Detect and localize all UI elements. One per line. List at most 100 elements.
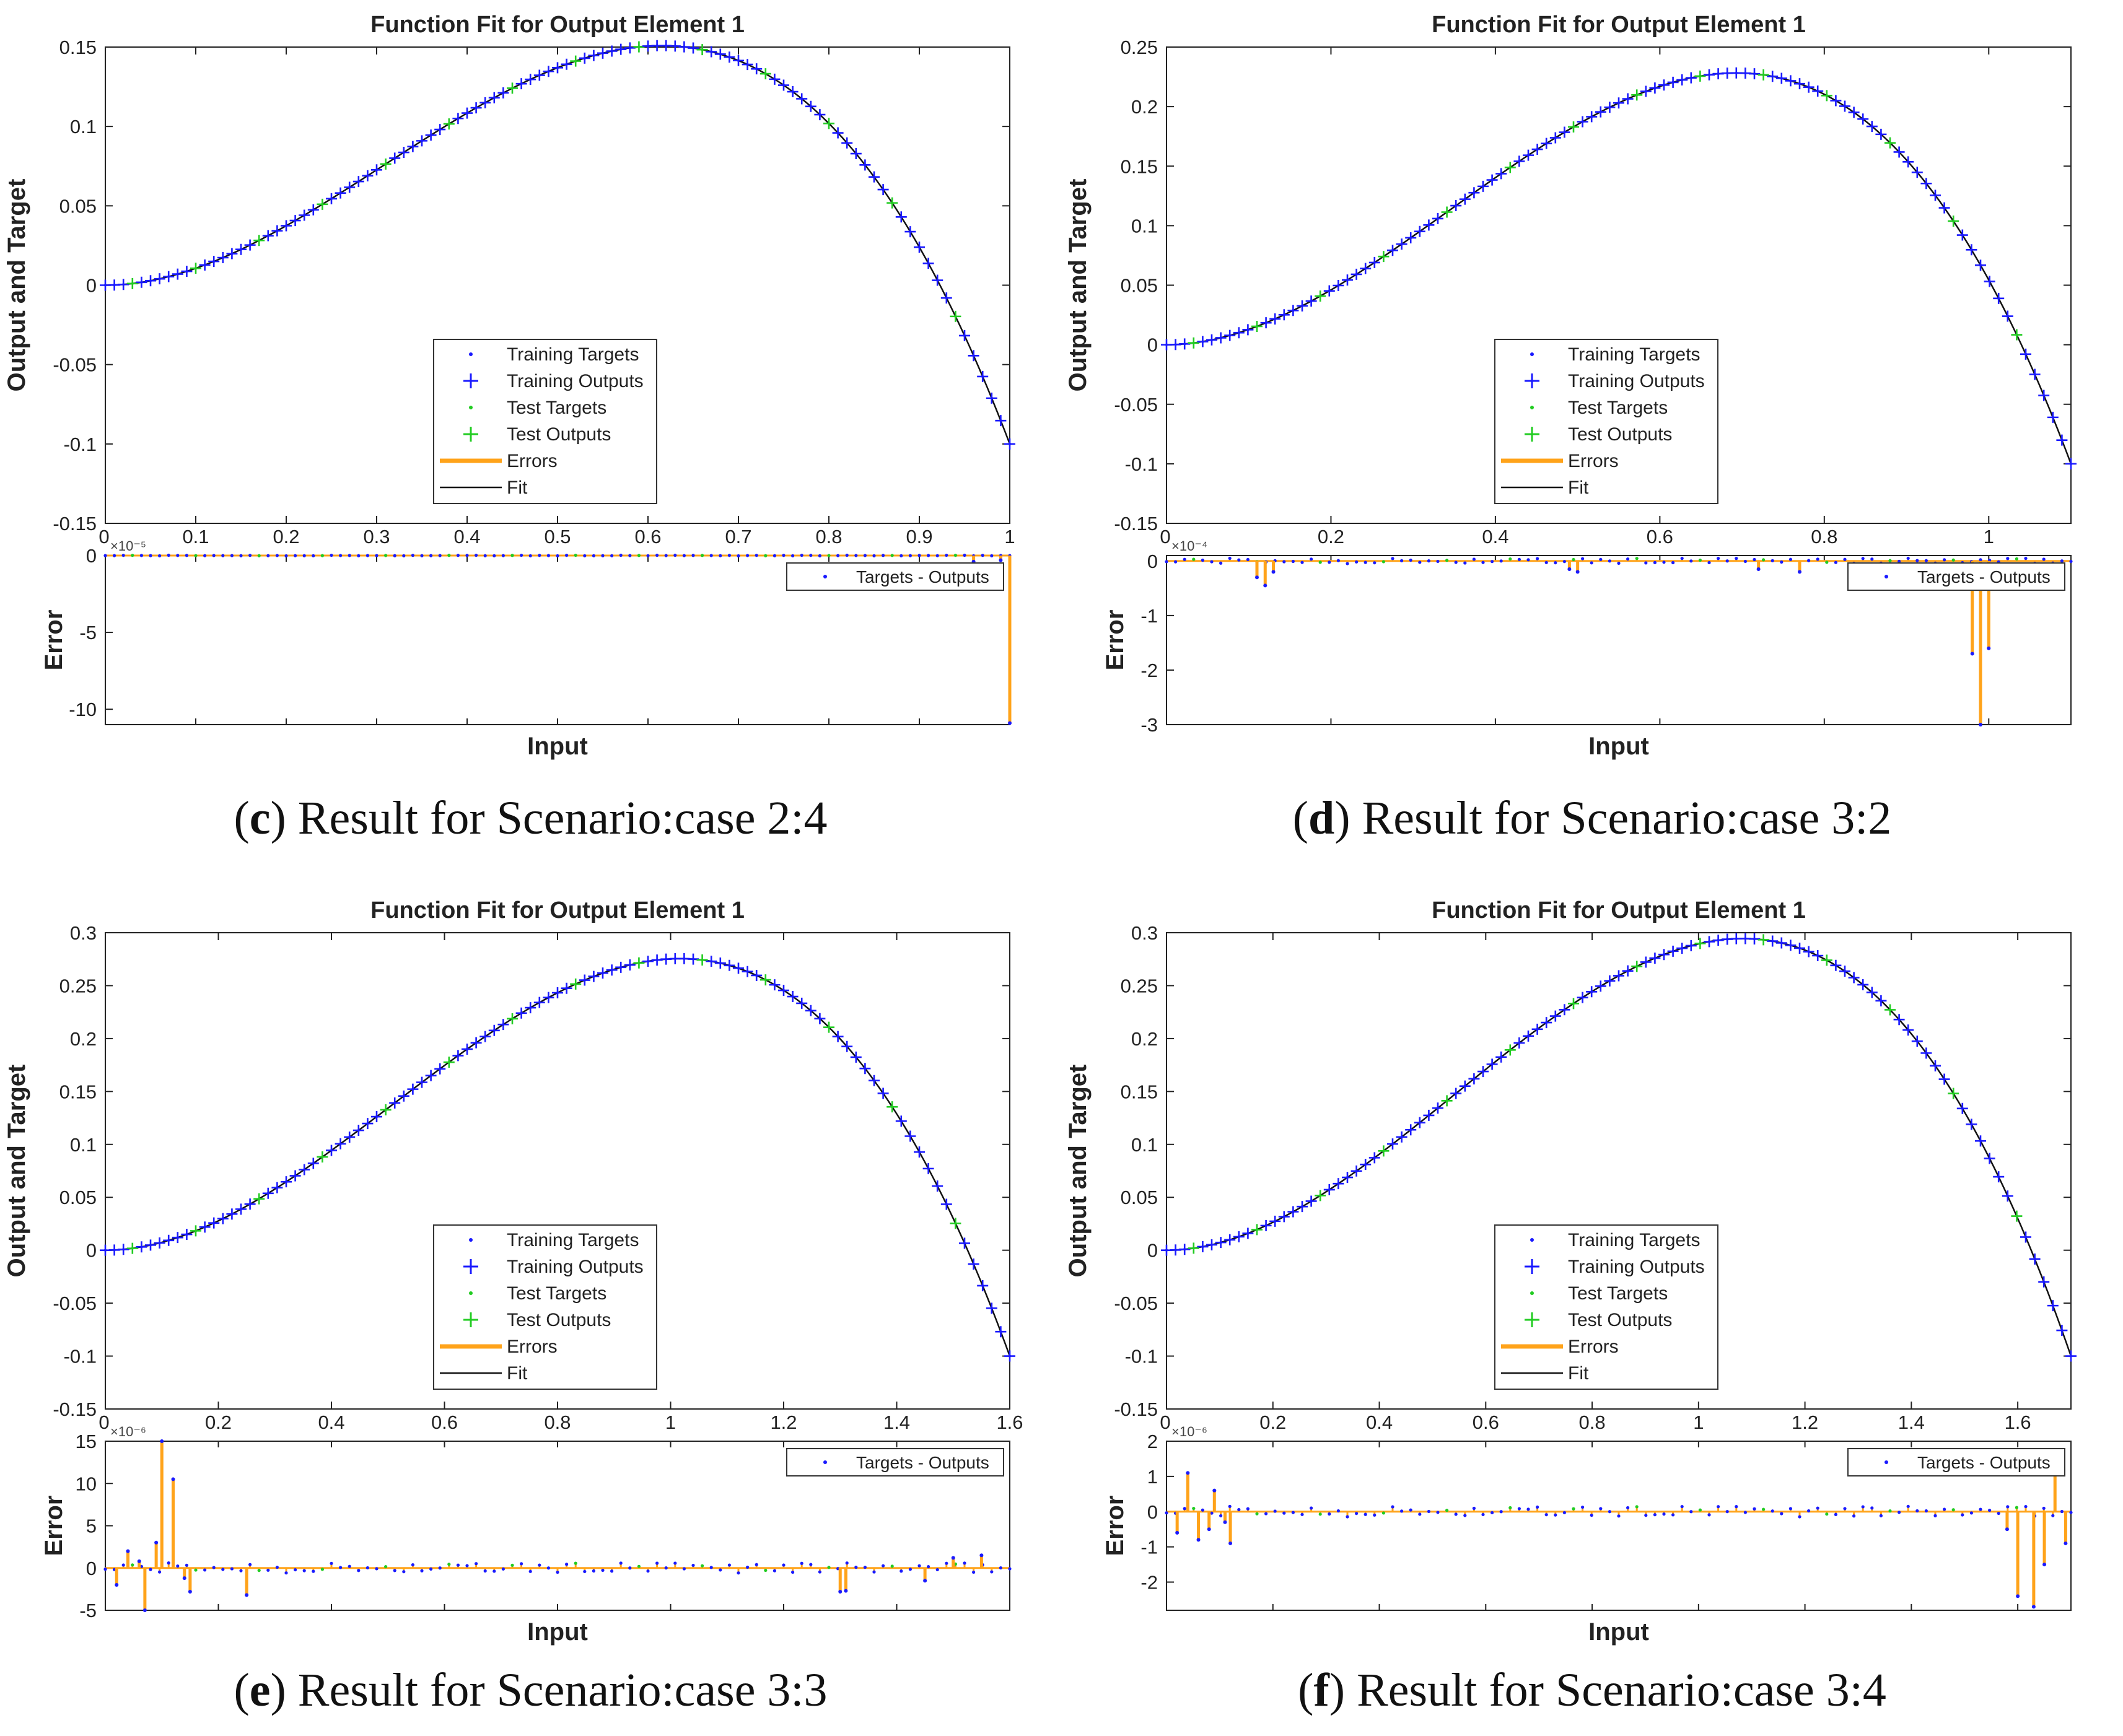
x-tick-label: 1.4 (883, 1411, 910, 1433)
error-legend-box (1847, 1448, 2065, 1476)
error-marker (1635, 557, 1639, 560)
error-marker (782, 1563, 786, 1567)
error-spike-marker (1979, 723, 1982, 726)
legend-symbol (469, 352, 473, 356)
error-marker (1418, 560, 1422, 564)
training-target-marker (103, 284, 107, 287)
training-target-marker (2006, 1194, 2009, 1198)
error-marker (953, 554, 957, 557)
error-marker (1246, 557, 1250, 562)
y-tick-label: 0.05 (1121, 1187, 1158, 1208)
error-legend-label: Targets - Outputs (856, 567, 989, 587)
training-target-marker (945, 296, 948, 300)
training-target-marker (465, 111, 469, 115)
training-target-marker (1653, 956, 1657, 960)
error-marker (1924, 1509, 1928, 1513)
error-marker (1888, 1509, 1892, 1513)
error-marker (2069, 559, 2073, 564)
training-target-marker (1418, 230, 1421, 233)
training-target-marker (1282, 313, 1285, 316)
training-target-marker (113, 283, 116, 287)
error-spike-marker (171, 1477, 175, 1481)
error-spike-marker (142, 1608, 147, 1612)
training-target-marker (420, 139, 424, 142)
training-target-marker (1427, 1114, 1430, 1117)
error-marker (411, 554, 415, 557)
error-marker (1933, 1514, 1937, 1517)
error-marker (1554, 561, 1557, 565)
error-marker (1689, 1510, 1693, 1514)
error-marker (2006, 557, 2010, 560)
y-tick-label: -0.1 (1125, 453, 1158, 475)
training-target-marker (339, 191, 342, 194)
error-marker (1381, 560, 1385, 564)
training-target-marker (2033, 1257, 2036, 1261)
caption-e: (e) Result for Scenario:case 3:3 (234, 1664, 828, 1716)
training-target-marker (927, 261, 930, 265)
error-marker (1536, 557, 1539, 560)
error-spike-marker (923, 1579, 927, 1583)
training-target-marker (1310, 1200, 1313, 1203)
test-target-marker (1762, 73, 1765, 77)
error-marker (1346, 562, 1349, 565)
error-marker (1219, 561, 1223, 565)
error-marker (1508, 1506, 1512, 1510)
x-tick-label: 0 (98, 526, 109, 547)
training-target-marker (1961, 233, 1964, 237)
training-target-marker (1590, 115, 1593, 118)
training-target-marker (1518, 160, 1521, 163)
training-target-marker (1328, 1188, 1331, 1192)
y-tick-label: -0.05 (53, 1293, 97, 1314)
error-marker (637, 1564, 641, 1568)
error-marker (981, 554, 984, 557)
test-target-marker (574, 982, 577, 986)
training-target-marker (1852, 111, 1855, 114)
test-target-marker (827, 1026, 831, 1029)
training-target-marker (1843, 105, 1847, 108)
error-marker (1834, 1512, 1837, 1516)
error-marker (646, 1569, 650, 1573)
training-target-marker (239, 1208, 243, 1211)
error-marker (1762, 558, 1766, 562)
error-marker (366, 554, 370, 557)
error-marker (709, 1566, 713, 1569)
error-marker (1481, 560, 1485, 564)
error-marker (1725, 559, 1729, 563)
error-marker (727, 1563, 731, 1567)
error-marker (1391, 557, 1394, 560)
y-tick-label: 0.05 (1121, 275, 1158, 297)
training-target-marker (1391, 1142, 1394, 1146)
test-target-marker (1762, 938, 1765, 941)
error-marker (701, 1564, 704, 1568)
error-marker (1988, 1508, 1992, 1512)
training-target-marker (746, 970, 749, 973)
error-legend-symbol (1884, 1460, 1888, 1464)
error-marker (475, 553, 478, 557)
legend-symbol (1530, 1291, 1534, 1295)
error-marker (800, 553, 803, 557)
training-target-marker (1373, 261, 1376, 264)
error-spike-marker (126, 1549, 130, 1553)
training-target-marker (1852, 976, 1855, 979)
error-marker (294, 554, 297, 557)
error-marker (465, 554, 469, 557)
test-target-marker (2015, 1215, 2018, 1218)
training-target-marker (755, 67, 758, 71)
y-tick-label: 0.2 (1131, 1028, 1158, 1050)
error-marker (1355, 1512, 1359, 1516)
error-marker (1228, 556, 1232, 560)
error-exponent: ×10⁻⁶ (1171, 1424, 1207, 1439)
training-target-marker (1816, 89, 1819, 93)
error-marker (1626, 1506, 1630, 1510)
error-marker (1373, 561, 1377, 565)
x-tick-label: 0.8 (815, 526, 842, 547)
training-target-marker (1662, 84, 1666, 87)
legend-label: Fit (507, 478, 528, 498)
error-marker (1898, 559, 1901, 563)
training-target-marker (917, 245, 921, 249)
training-target-marker (601, 971, 605, 975)
error-marker (510, 1563, 514, 1567)
error-marker (854, 554, 858, 557)
error-marker (1364, 1512, 1367, 1516)
error-marker (791, 1570, 795, 1574)
